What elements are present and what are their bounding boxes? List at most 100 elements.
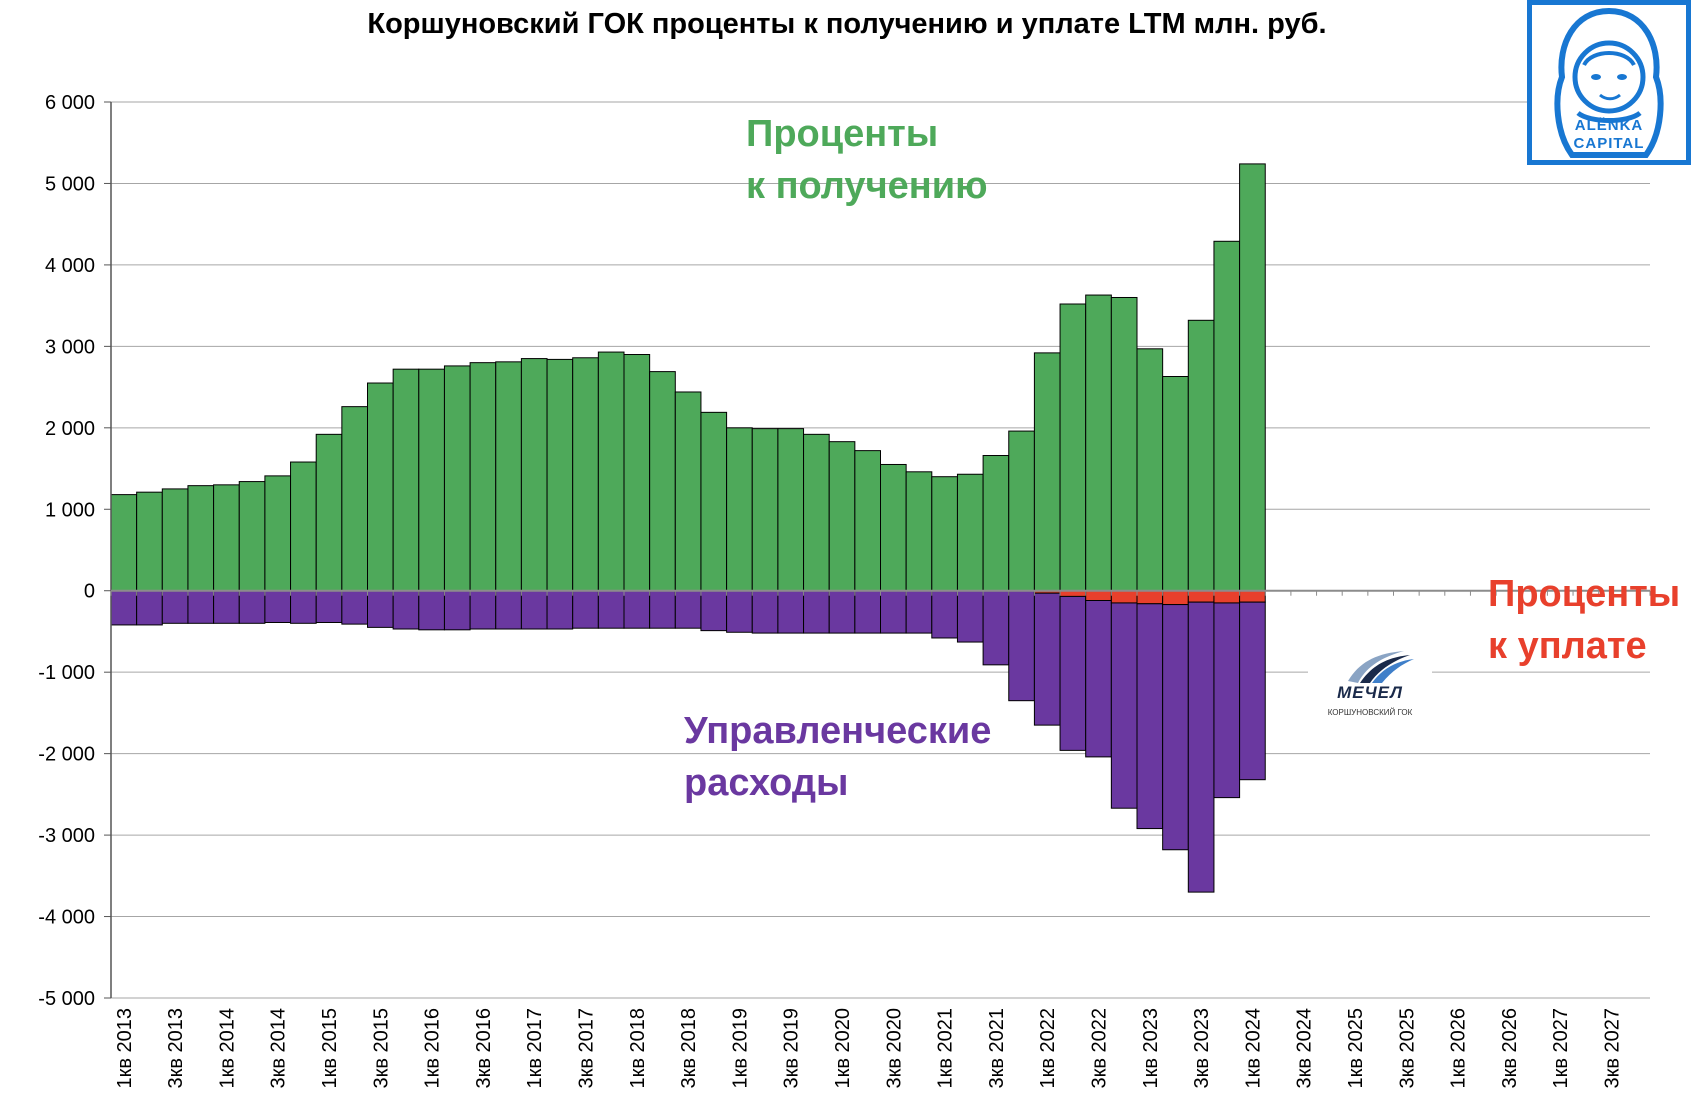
bar-management-expenses	[136, 590, 163, 626]
x-tick-label: 3кв 2026	[1499, 1008, 1521, 1089]
bar-management-expenses	[1110, 602, 1138, 809]
bar-interest-income	[880, 463, 907, 592]
x-tick-label: 1кв 2027	[1550, 1008, 1572, 1089]
x-tick-label: 1кв 2021	[935, 1008, 957, 1089]
bar-interest-income	[213, 484, 240, 592]
bar-management-expenses	[1059, 595, 1087, 751]
y-tick-label: -4 000	[38, 907, 95, 929]
annotation-income-line1: Проценты	[746, 113, 939, 155]
bar-management-expenses	[597, 590, 625, 629]
bar-management-expenses	[931, 590, 958, 639]
bar-management-expenses	[315, 590, 343, 623]
bar-interest-income	[572, 357, 599, 592]
bar-management-expenses	[1008, 590, 1035, 702]
bar-interest-income	[931, 476, 958, 592]
y-tick-label: -3 000	[38, 825, 95, 847]
x-tick-label: 3кв 2015	[370, 1008, 392, 1089]
bar-interest-income	[828, 441, 856, 592]
annotation-mgmt-line1: Управленческие	[684, 710, 992, 752]
bar-management-expenses	[700, 590, 728, 632]
bar-management-expenses	[469, 590, 497, 630]
bar-management-expenses	[546, 590, 574, 630]
x-tick-label: 1кв 2016	[422, 1008, 444, 1089]
bar-management-expenses	[674, 590, 702, 629]
bar-management-expenses	[1239, 601, 1266, 781]
bar-management-expenses	[110, 590, 138, 626]
chart-title: Коршуновский ГОК проценты к получению и …	[367, 8, 1327, 40]
y-tick-label: 6 000	[45, 92, 95, 114]
y-tick-label: -5 000	[38, 988, 95, 1010]
bar-management-expenses	[520, 590, 548, 630]
x-tick-label: 3кв 2013	[165, 1008, 187, 1089]
y-tick-label: 5 000	[45, 173, 95, 195]
bar-interest-income	[1008, 430, 1035, 592]
bar-interest-income	[392, 368, 420, 592]
alenka-line1: ALЁNKA	[1574, 117, 1644, 134]
x-tick-label: 3кв 2023	[1191, 1008, 1213, 1089]
bar-interest-paid	[1110, 590, 1138, 604]
bar-management-expenses	[1187, 601, 1215, 893]
bar-management-expenses	[649, 590, 676, 629]
bar-interest-paid	[1085, 590, 1112, 602]
bar-management-expenses	[341, 590, 369, 625]
annotation-income-line2: к получению	[746, 165, 988, 207]
bar-interest-income	[1110, 296, 1138, 592]
bar-management-expenses	[392, 590, 420, 630]
x-tick-label: 3кв 2016	[473, 1008, 495, 1089]
bar-interest-income	[290, 461, 317, 592]
bar-management-expenses	[367, 590, 394, 628]
bar-interest-income	[1136, 348, 1164, 592]
annotation-management-expenses: Управленческие расходы	[684, 705, 991, 809]
bar-interest-income	[803, 433, 830, 592]
bar-interest-income	[1033, 352, 1061, 592]
x-tick-label: 3кв 2022	[1089, 1008, 1111, 1089]
x-tick-label: 3кв 2021	[986, 1008, 1008, 1089]
bar-management-expenses	[238, 590, 266, 624]
bar-interest-paid	[1136, 590, 1164, 605]
annotation-interest-line2: к уплате	[1488, 625, 1647, 667]
bar-management-expenses	[956, 590, 984, 643]
alenka-capital-logo: ALЁNKA CAPITAL	[1527, 0, 1691, 165]
bar-interest-income	[1085, 294, 1112, 592]
bar-interest-income	[623, 354, 651, 592]
matryoshka-icon	[1554, 7, 1664, 158]
bar-interest-income	[1162, 376, 1189, 592]
y-tick-label: 4 000	[45, 255, 95, 277]
bar-management-expenses	[880, 590, 907, 634]
bar-management-expenses	[726, 590, 753, 633]
y-tick-labels: 6 000 5 000 4 000 3 000 2 000 1 000 0 -1 000 -2 …	[38, 92, 95, 1010]
bar-management-expenses	[1213, 602, 1241, 799]
x-tick-label: 3кв 2019	[781, 1008, 803, 1089]
bar-management-expenses	[495, 590, 522, 630]
bar-interest-income	[238, 481, 266, 592]
bar-management-expenses	[443, 590, 471, 631]
mechel-logo: МЕЧЕЛ КОРШУНОВСКИЙ ГОК	[1308, 645, 1432, 725]
x-tick-label: 1кв 2015	[319, 1008, 341, 1089]
x-tick-label: 1кв 2019	[729, 1008, 751, 1089]
alenka-line2: CAPITAL	[1573, 135, 1645, 152]
bar-interest-income	[1239, 163, 1266, 592]
x-tick-label: 1кв 2014	[216, 1008, 238, 1089]
y-tick-label: 3 000	[45, 336, 95, 358]
bar-interest-income	[1187, 319, 1215, 592]
bar-management-expenses	[161, 590, 189, 624]
x-tick-label: 3кв 2017	[576, 1008, 598, 1089]
bar-interest-income	[956, 473, 984, 592]
bar-interest-income	[161, 488, 189, 592]
bar-interest-income	[264, 475, 292, 592]
bar-management-expenses	[777, 590, 805, 634]
x-tick-label: 1кв 2025	[1345, 1008, 1367, 1089]
bar-interest-income	[597, 351, 625, 592]
bar-management-expenses	[290, 590, 317, 624]
y-tick-label: 2 000	[45, 418, 95, 440]
bar-management-expenses	[1136, 603, 1164, 830]
x-tick-label: 1кв 2023	[1140, 1008, 1162, 1089]
bar-interest-income	[187, 485, 215, 592]
bar-interest-income	[341, 406, 369, 592]
x-tick-label: 1кв 2022	[1037, 1008, 1059, 1089]
mechel-name: МЕЧЕЛ	[1337, 683, 1403, 702]
bar-interest-paid	[1213, 590, 1241, 604]
bar-management-expenses	[1033, 592, 1061, 726]
x-tick-label: 3кв 2014	[268, 1008, 290, 1089]
